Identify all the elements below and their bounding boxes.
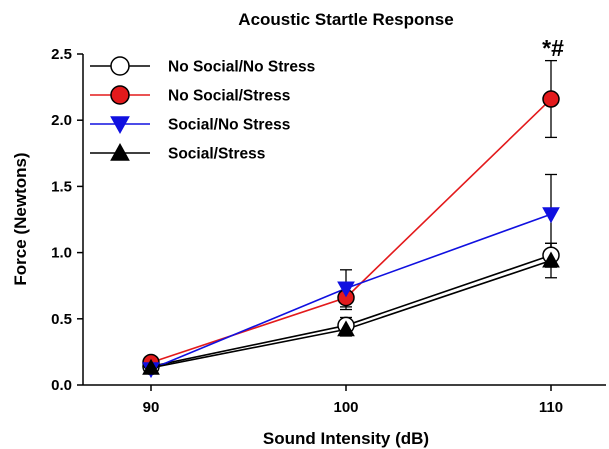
y-tick-label: 1.5 bbox=[51, 178, 72, 195]
series-line bbox=[150, 254, 552, 368]
y-axis-label: Force (Newtons) bbox=[11, 152, 30, 285]
significance-annotation: *# bbox=[542, 35, 564, 61]
x-tick-label: 110 bbox=[539, 399, 563, 416]
legend-label: No Social/No Stress bbox=[168, 59, 315, 76]
legend-label: No Social/Stress bbox=[168, 88, 290, 105]
data-point bbox=[110, 116, 130, 135]
data-point bbox=[542, 251, 560, 268]
data-point bbox=[110, 56, 130, 76]
x-tick-label: 100 bbox=[333, 399, 358, 416]
x-tick-label: 90 bbox=[143, 399, 160, 416]
data-point bbox=[110, 85, 130, 105]
legend-label: Social/Stress bbox=[168, 146, 265, 163]
y-tick-label: 0.5 bbox=[51, 311, 72, 328]
y-tick-label: 1.0 bbox=[51, 245, 72, 262]
legend-label: Social/No Stress bbox=[168, 117, 290, 134]
data-point bbox=[337, 281, 355, 298]
series-markers bbox=[142, 90, 560, 379]
axes: 0.0 0.5 1.0 1.5 2.0 2.5 90 100 110 bbox=[51, 46, 606, 416]
x-axis-label: Sound Intensity (dB) bbox=[263, 429, 429, 448]
y-tick-label: 0.0 bbox=[51, 377, 72, 394]
data-point bbox=[110, 142, 130, 161]
annotations: *# bbox=[542, 35, 564, 61]
data-point bbox=[142, 358, 160, 375]
y-tick-label: 2.5 bbox=[51, 46, 72, 63]
legend: No Social/No Stress No Social/Stress Socia… bbox=[90, 56, 315, 163]
y-tick-label: 2.0 bbox=[51, 112, 72, 129]
data-point bbox=[337, 320, 355, 337]
data-point bbox=[542, 207, 560, 224]
chart-title: Acoustic Startle Response bbox=[238, 10, 453, 29]
data-point bbox=[542, 90, 560, 108]
